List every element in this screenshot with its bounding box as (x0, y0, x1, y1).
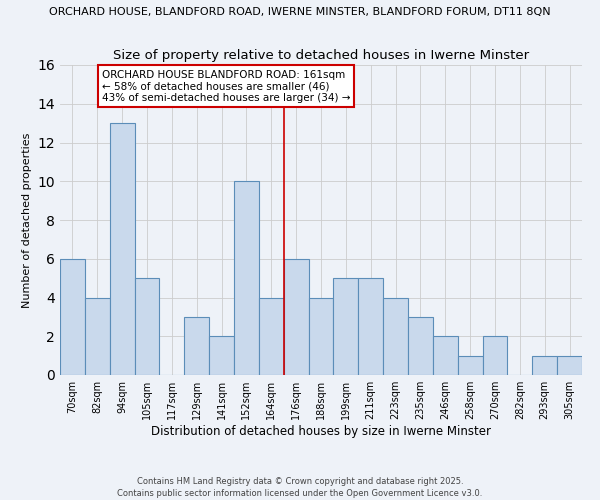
Bar (334, 278, 358, 375)
Bar (557, 356, 582, 375)
Bar (284, 259, 308, 375)
Bar (259, 298, 284, 375)
Bar (134, 278, 160, 375)
Bar (209, 336, 234, 375)
Bar (110, 123, 134, 375)
Bar (60, 259, 85, 375)
Bar (383, 298, 408, 375)
Bar (433, 336, 458, 375)
Bar (458, 356, 482, 375)
Bar (358, 278, 383, 375)
Text: ORCHARD HOUSE BLANDFORD ROAD: 161sqm
← 58% of detached houses are smaller (46)
4: ORCHARD HOUSE BLANDFORD ROAD: 161sqm ← 5… (102, 70, 350, 103)
X-axis label: Distribution of detached houses by size in Iwerne Minster: Distribution of detached houses by size … (151, 425, 491, 438)
Bar (184, 317, 209, 375)
Bar (408, 317, 433, 375)
Title: Size of property relative to detached houses in Iwerne Minster: Size of property relative to detached ho… (113, 50, 529, 62)
Bar (308, 298, 334, 375)
Bar (532, 356, 557, 375)
Text: Contains HM Land Registry data © Crown copyright and database right 2025.
Contai: Contains HM Land Registry data © Crown c… (118, 476, 482, 498)
Bar (85, 298, 110, 375)
Y-axis label: Number of detached properties: Number of detached properties (22, 132, 32, 308)
Bar (234, 181, 259, 375)
Text: ORCHARD HOUSE, BLANDFORD ROAD, IWERNE MINSTER, BLANDFORD FORUM, DT11 8QN: ORCHARD HOUSE, BLANDFORD ROAD, IWERNE MI… (49, 8, 551, 18)
Bar (482, 336, 508, 375)
